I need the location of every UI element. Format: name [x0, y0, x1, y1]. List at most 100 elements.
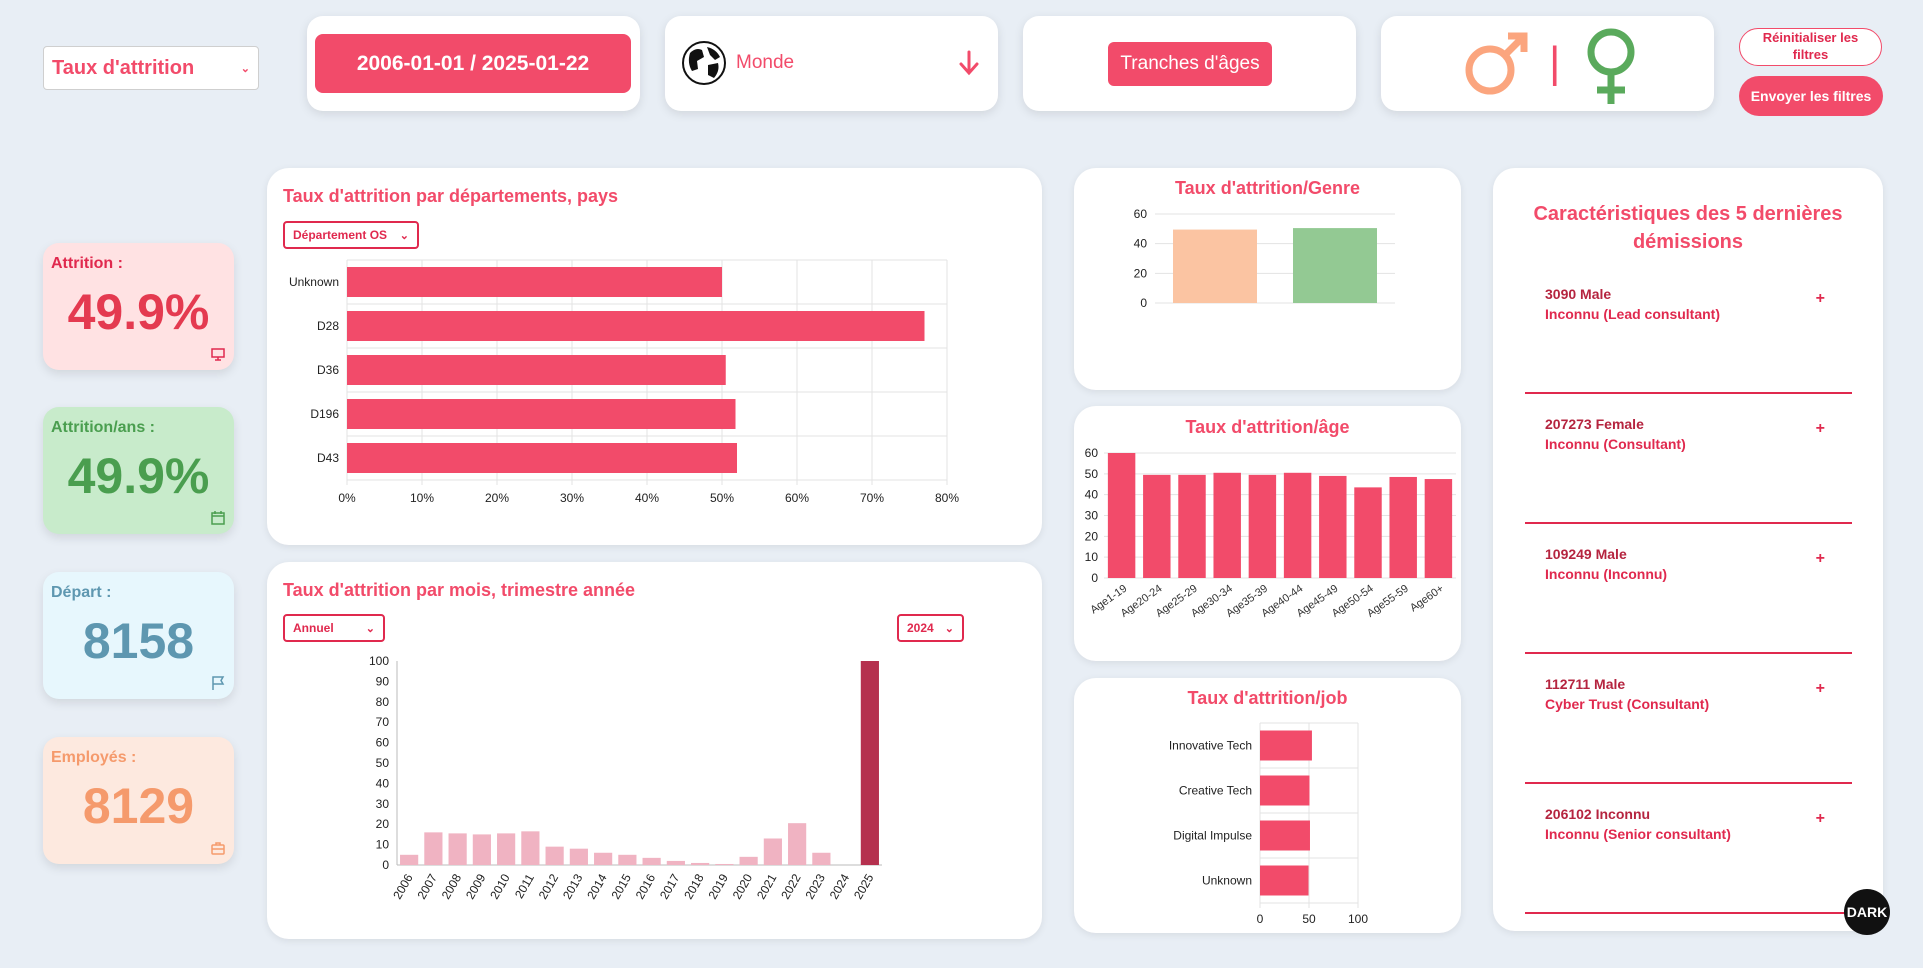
- x-tick-label: 2015: [608, 871, 634, 901]
- age-filter-card: Tranches d'âges: [1023, 16, 1356, 111]
- expand-plus-icon[interactable]: +: [1815, 290, 1825, 307]
- demission-id: 109249 Male: [1545, 546, 1627, 562]
- expand-plus-icon[interactable]: +: [1815, 810, 1825, 827]
- y-tick-label: D196: [310, 407, 339, 421]
- year-bar-chart: 0102030405060708090100200620072008200920…: [369, 654, 882, 902]
- briefcase-icon: [211, 842, 225, 855]
- bar: [1107, 453, 1136, 578]
- y-tick-label: 0: [382, 858, 389, 872]
- send-filters-button[interactable]: Envoyer les filtres: [1739, 76, 1883, 116]
- y-tick-label: 20: [1134, 266, 1148, 280]
- x-tick-label: 2019: [705, 871, 731, 901]
- expand-plus-icon[interactable]: +: [1815, 420, 1825, 437]
- bar: [472, 834, 491, 865]
- kpi-attrition-year-value: 49.9%: [67, 448, 210, 504]
- expand-plus-icon[interactable]: +: [1815, 550, 1825, 567]
- age-ranges-button[interactable]: Tranches d'âges: [1108, 42, 1272, 86]
- bar: [715, 863, 734, 865]
- bar: [1173, 229, 1257, 303]
- bar: [860, 661, 879, 865]
- metric-select[interactable]: Taux d'attrition ⌄: [43, 46, 259, 90]
- bar: [788, 823, 807, 865]
- y-tick-label: Digital Impulse: [1173, 829, 1252, 843]
- y-tick-label: Creative Tech: [1179, 784, 1252, 798]
- y-tick-label: Unknown: [1202, 874, 1252, 888]
- globe-icon: [682, 41, 726, 85]
- reset-filters-button[interactable]: Réinitialiser les filtres: [1739, 28, 1882, 66]
- bar: [1260, 730, 1312, 761]
- bar: [569, 848, 588, 865]
- kpi-departures-label: Départ :: [51, 584, 112, 601]
- demission-item[interactable]: 109249 Male Inconnu (Inconnu) +: [1545, 546, 1835, 582]
- period-select[interactable]: Annuel ⌄: [283, 614, 385, 642]
- y-tick-label: 0: [1140, 296, 1147, 310]
- bar: [1389, 476, 1417, 578]
- demission-item[interactable]: 207273 Female Inconnu (Consultant) +: [1545, 416, 1835, 452]
- x-tick-label: 2020: [730, 871, 756, 901]
- y-tick-label: 100: [369, 654, 389, 668]
- year-select-value: 2024: [907, 621, 934, 635]
- x-tick-label: 2023: [802, 871, 828, 901]
- dark-mode-button[interactable]: DARK: [1844, 889, 1890, 935]
- kpi-attrition-value: 49.9%: [67, 284, 210, 340]
- x-tick-label: 70%: [860, 491, 884, 505]
- kpi-departures: Départ : 8158: [43, 572, 234, 699]
- kpi-attrition: Attrition : 49.9%: [43, 243, 234, 370]
- y-tick-label: 40: [1134, 237, 1148, 251]
- bar: [691, 862, 710, 865]
- dept-bar-chart: 0% 10% 20% 30% 40% 50% 60% 70% 80% Unknown D28 D36 D…: [289, 259, 959, 505]
- x-tick-label: 2009: [463, 871, 489, 901]
- month-chart-title: Taux d'attrition par mois, trimestre ann…: [283, 580, 636, 600]
- demission-id: 207273 Female: [1545, 416, 1644, 432]
- dept-select[interactable]: Département OS ⌄: [283, 221, 419, 249]
- bar: [347, 399, 736, 429]
- dept-select-value: Département OS: [293, 228, 388, 242]
- year-select[interactable]: 2024 ⌄: [897, 614, 964, 642]
- female-symbol-icon[interactable]: [1583, 28, 1639, 106]
- y-tick-label: 20: [376, 817, 390, 831]
- x-tick-label: 2012: [536, 871, 562, 901]
- demission-detail: Inconnu (Senior consultant): [1545, 826, 1731, 842]
- x-tick-label: 2010: [487, 871, 513, 901]
- bar: [1354, 487, 1382, 578]
- x-tick-label: 20%: [485, 491, 509, 505]
- bar: [594, 852, 613, 865]
- x-tick-label: 0%: [338, 491, 356, 505]
- y-tick-label: D43: [317, 451, 339, 465]
- demission-item[interactable]: 112711 Male Cyber Trust (Consultant) +: [1545, 676, 1835, 712]
- bar: [1143, 474, 1171, 578]
- y-tick-label: 70: [376, 715, 390, 729]
- y-tick-label: 0: [1091, 571, 1098, 585]
- bar: [400, 854, 419, 865]
- kpi-departures-value: 8158: [82, 613, 195, 669]
- period-select-value: Annuel: [293, 621, 334, 635]
- x-tick-label: 2013: [560, 871, 586, 901]
- divider: [1525, 392, 1852, 394]
- y-tick-label: 30: [376, 797, 390, 811]
- y-tick-label: D36: [317, 363, 339, 377]
- bar: [666, 860, 685, 865]
- presentation-icon: [211, 348, 225, 361]
- job-chart-title: Taux d'attrition/job: [1187, 688, 1348, 708]
- expand-plus-icon[interactable]: +: [1815, 680, 1825, 697]
- bar: [347, 355, 726, 385]
- x-tick-label: 80%: [935, 491, 959, 505]
- y-tick-label: 20: [1085, 529, 1099, 543]
- flag-icon: [212, 676, 225, 690]
- x-tick-label: 0: [1257, 912, 1264, 926]
- x-tick-label: 2014: [584, 871, 610, 901]
- male-symbol-icon[interactable]: [1462, 28, 1532, 98]
- region-filter-card[interactable]: Monde: [665, 16, 998, 111]
- kpi-employees-label: Employés :: [51, 749, 137, 766]
- demission-item[interactable]: 206102 Inconnu Inconnu (Senior consultan…: [1545, 806, 1835, 842]
- x-tick-label: 2024: [827, 871, 853, 901]
- date-range-button[interactable]: 2006-01-01 / 2025-01-22: [315, 34, 631, 93]
- bar: [1260, 820, 1310, 851]
- chevron-down-icon: ⌄: [240, 62, 250, 75]
- bar: [347, 311, 925, 341]
- kpi-employees-value: 8129: [82, 778, 195, 834]
- demission-item[interactable]: 3090 Male Inconnu (Lead consultant) +: [1545, 286, 1835, 322]
- y-tick-label: 50: [376, 756, 390, 770]
- x-tick-label: 100: [1348, 912, 1368, 926]
- demission-detail: Inconnu (Inconnu): [1545, 566, 1668, 582]
